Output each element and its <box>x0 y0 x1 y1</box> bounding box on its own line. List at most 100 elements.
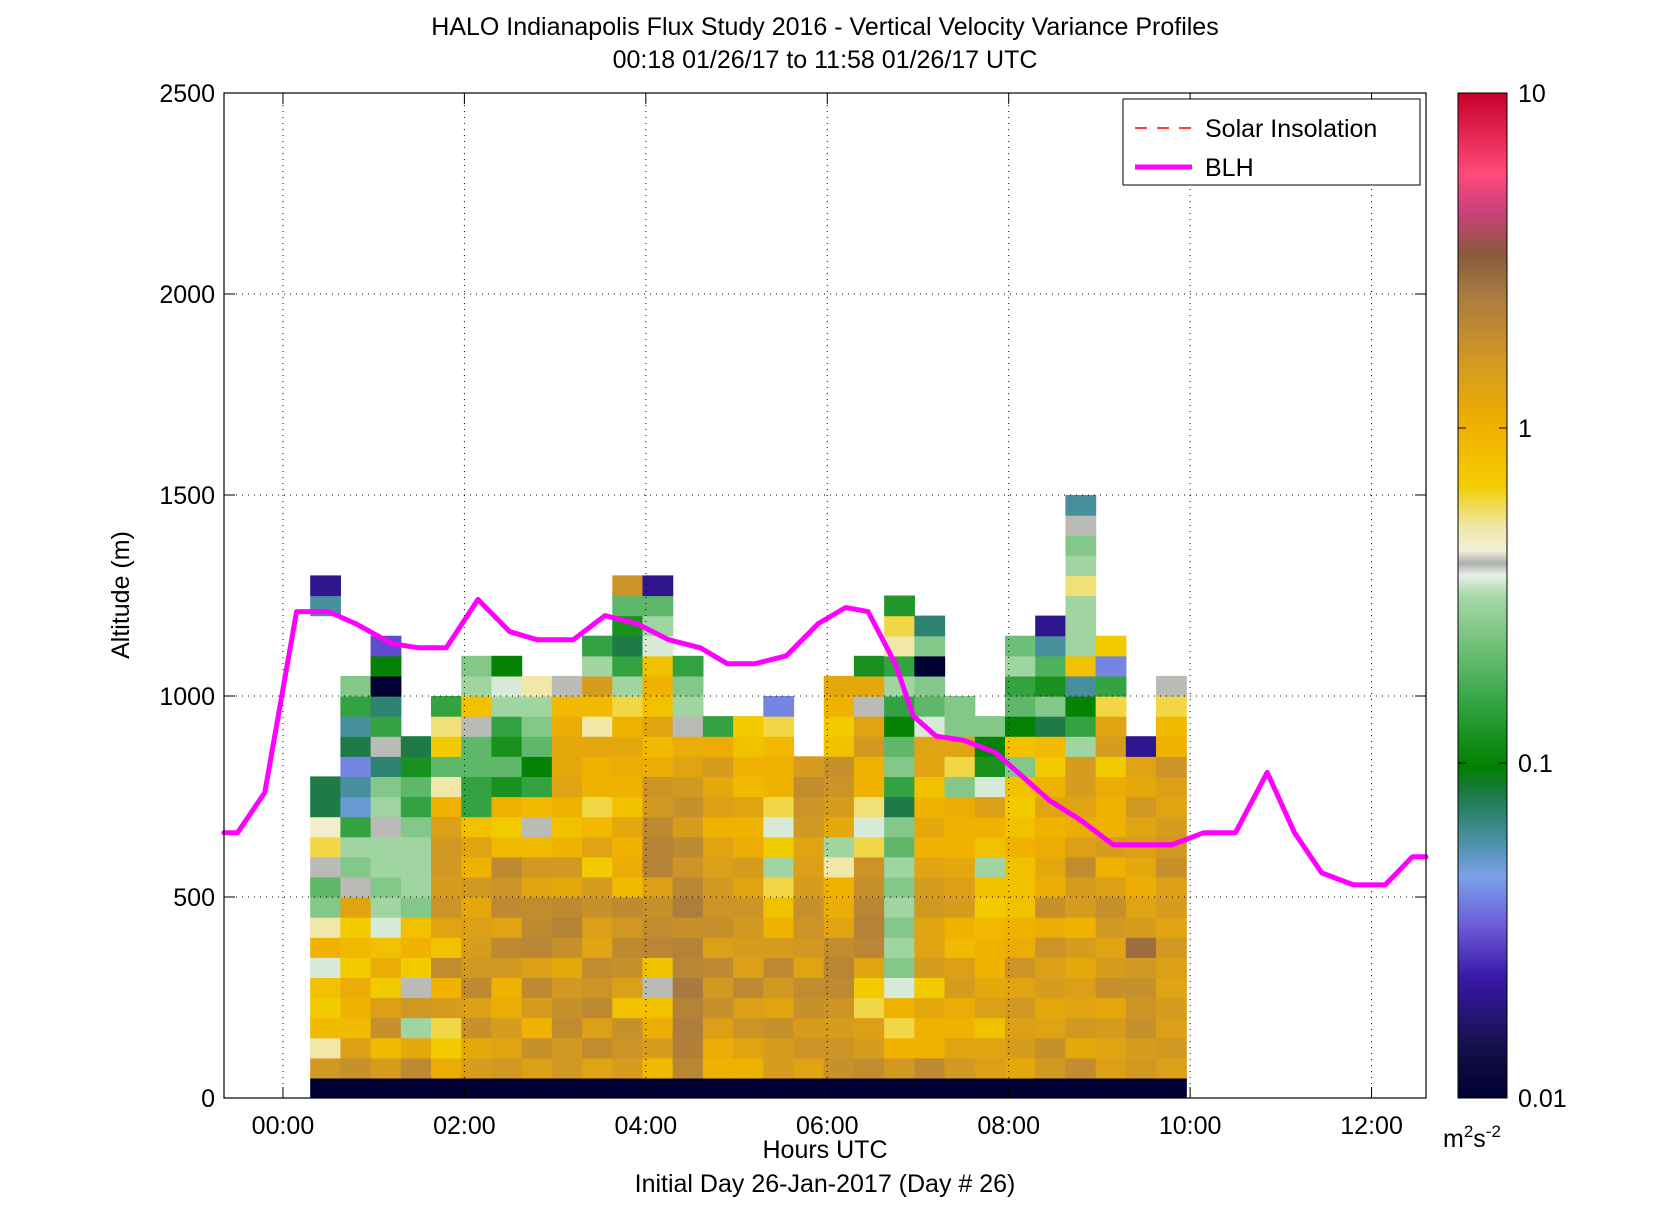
heatmap-cell <box>1156 756 1187 777</box>
heatmap-cell <box>1156 997 1187 1019</box>
heatmap-cell <box>823 716 855 737</box>
heatmap-cell <box>582 696 613 717</box>
heatmap-cell <box>1065 1057 1097 1079</box>
x-tick-label: 00:00 <box>252 1112 315 1140</box>
heatmap-cell <box>1156 856 1187 878</box>
heatmap-cell <box>461 675 493 697</box>
heatmap-cell <box>884 756 915 777</box>
heatmap-cell <box>612 756 644 777</box>
heatmap-cell <box>642 957 674 978</box>
heatmap-cell <box>733 1017 764 1039</box>
heatmap-cell <box>582 635 613 657</box>
heatmap-cell <box>1035 836 1066 858</box>
heatmap-cell <box>823 776 855 798</box>
heatmap-cell <box>1065 836 1097 858</box>
x-axis-sublabel: Initial Day 26-Jan-2017 (Day # 26) <box>635 1170 1016 1198</box>
heatmap-cell <box>793 876 825 898</box>
heatmap-cell-baseline <box>461 1077 493 1098</box>
heatmap-cell <box>702 776 734 798</box>
heatmap-cell <box>1065 635 1097 657</box>
heatmap-cell <box>1035 655 1066 677</box>
heatmap-cell <box>853 997 885 1019</box>
heatmap-cell <box>310 937 341 958</box>
heatmap-cell <box>370 937 402 958</box>
heatmap-cell <box>823 675 855 697</box>
heatmap-cell <box>370 736 402 757</box>
heatmap-cell <box>672 776 704 798</box>
heatmap-cell <box>793 1037 825 1059</box>
heatmap-cell-baseline <box>763 1077 795 1098</box>
heatmap-cell <box>340 997 372 1019</box>
x-tick-label: 08:00 <box>977 1112 1040 1140</box>
heatmap-cell <box>400 917 432 938</box>
heatmap-cell <box>461 736 493 757</box>
heatmap-cell <box>612 575 644 597</box>
heatmap-cell <box>672 1037 704 1059</box>
heatmap-cell <box>1035 1037 1066 1059</box>
heatmap-cell <box>551 836 583 858</box>
heatmap-cell <box>461 977 493 999</box>
heatmap-cell <box>1156 1057 1187 1079</box>
colorbar-ticks: 0.01 0.1 1 10 <box>1458 80 1567 1113</box>
heatmap-cell <box>1035 897 1066 918</box>
heatmap-cell <box>944 917 976 938</box>
heatmap-cell <box>823 756 855 777</box>
plot-frame <box>223 92 1427 1099</box>
heatmap-cell <box>1125 776 1157 798</box>
heatmap-cell <box>672 716 704 737</box>
heatmap-cell <box>672 736 704 757</box>
heatmap-cell <box>642 595 674 617</box>
heatmap-cell <box>1035 796 1066 818</box>
heatmap-cell <box>491 696 523 717</box>
heatmap-cell <box>884 595 915 617</box>
heatmap-cell <box>1095 997 1127 1019</box>
heatmap-cell <box>672 897 704 918</box>
heatmap-cell <box>551 876 583 898</box>
heatmap-cell <box>733 856 764 878</box>
heatmap-cell <box>491 756 523 777</box>
heatmap-cell <box>853 1017 885 1039</box>
colorbar-unit-base: m <box>1443 1125 1464 1153</box>
heatmap-cell <box>974 816 1006 838</box>
heatmap-cell <box>431 937 462 958</box>
heatmap-cell-baseline <box>944 1077 976 1098</box>
heatmap-cell <box>1095 957 1127 978</box>
legend-solar-label: Solar Insolation <box>1205 115 1377 143</box>
heatmap-cell <box>1095 776 1127 798</box>
heatmap-cell <box>823 997 855 1019</box>
heatmap-cell <box>1065 595 1097 617</box>
heatmap-cell <box>1004 977 1036 999</box>
chart-subtitle: 00:18 01/26/17 to 11:58 01/26/17 UTC <box>613 46 1038 74</box>
series-lines <box>221 597 1429 888</box>
heatmap-cell <box>1004 1057 1036 1079</box>
heatmap-cell <box>944 897 976 918</box>
heatmap-cell <box>1065 675 1097 697</box>
heatmap-cell <box>672 816 704 838</box>
heatmap-cell <box>1156 776 1187 798</box>
heatmap-cell <box>1095 897 1127 918</box>
legend[interactable]: Solar Insolation BLH <box>1122 98 1421 186</box>
heatmap-cell <box>461 716 493 737</box>
heatmap-cell <box>521 836 553 858</box>
heatmap-cell <box>793 917 825 938</box>
heatmap-cell <box>340 1037 372 1059</box>
heatmap-cell <box>974 1037 1006 1059</box>
heatmap-cell-baseline <box>582 1077 613 1098</box>
heatmap-cell <box>431 776 462 798</box>
heatmap-cell <box>733 997 764 1019</box>
heatmap-cell <box>884 1057 915 1079</box>
heatmap-cell <box>1095 836 1127 858</box>
heatmap-cell <box>461 796 493 818</box>
heatmap-cell <box>853 957 885 978</box>
heatmap-cell <box>340 736 372 757</box>
heatmap-cell <box>310 897 341 918</box>
heatmap-cell <box>461 1057 493 1079</box>
heatmap-cell <box>763 1057 795 1079</box>
heatmap-cell <box>884 615 915 637</box>
heatmap-cell <box>612 836 644 858</box>
heatmap-cell <box>551 675 583 697</box>
x-tick-label: 02:00 <box>433 1112 496 1140</box>
heatmap-cell <box>491 776 523 798</box>
heatmap-cell <box>642 575 674 597</box>
heatmap-cell <box>884 1017 915 1039</box>
